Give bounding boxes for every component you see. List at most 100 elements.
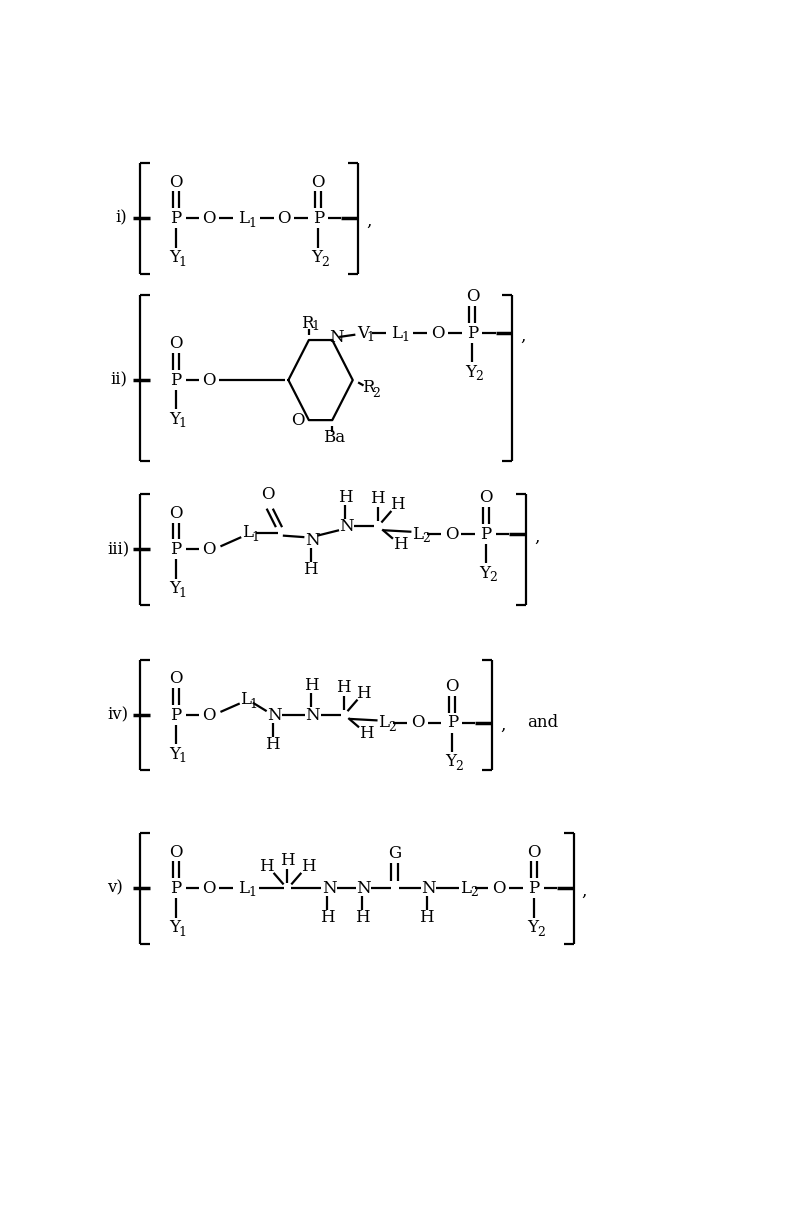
Text: 1: 1 — [401, 331, 409, 344]
Text: N: N — [356, 879, 371, 896]
Text: H: H — [280, 852, 295, 870]
Text: 1: 1 — [178, 417, 186, 430]
Text: H: H — [303, 561, 318, 578]
Text: H: H — [356, 685, 371, 702]
Text: 2: 2 — [455, 761, 463, 773]
Text: O: O — [169, 335, 182, 352]
Text: G: G — [388, 845, 401, 862]
Text: 1: 1 — [311, 320, 319, 334]
Text: 1: 1 — [178, 926, 186, 939]
Text: L: L — [242, 523, 253, 541]
Text: O: O — [202, 372, 216, 389]
Text: O: O — [446, 678, 459, 695]
Text: ,: , — [534, 528, 539, 545]
Text: 1: 1 — [252, 531, 260, 544]
Text: H: H — [320, 909, 335, 926]
Text: L: L — [238, 879, 249, 896]
Text: Y: Y — [445, 753, 456, 770]
Text: H: H — [354, 909, 370, 926]
Text: P: P — [446, 714, 458, 731]
Text: O: O — [202, 210, 216, 227]
Text: O: O — [202, 879, 216, 896]
Text: H: H — [336, 679, 351, 696]
Text: H: H — [266, 736, 280, 753]
Text: L: L — [239, 691, 251, 708]
Text: O: O — [431, 324, 445, 341]
Text: 2: 2 — [475, 371, 483, 384]
Text: H: H — [419, 909, 434, 926]
Text: N: N — [329, 329, 343, 346]
Text: 2: 2 — [489, 571, 497, 585]
Text: H: H — [359, 725, 374, 742]
Text: O: O — [202, 541, 216, 558]
Text: L: L — [378, 714, 389, 731]
Text: L: L — [412, 526, 423, 543]
Text: P: P — [312, 210, 324, 227]
Text: O: O — [169, 844, 182, 861]
Text: iii): iii) — [107, 541, 129, 558]
Text: N: N — [305, 532, 320, 549]
Text: O: O — [261, 486, 274, 503]
Text: O: O — [291, 412, 305, 429]
Text: P: P — [170, 210, 182, 227]
Text: O: O — [465, 289, 479, 306]
Text: O: O — [278, 210, 291, 227]
Text: 1: 1 — [249, 218, 257, 230]
Text: ,: , — [581, 883, 587, 900]
Text: O: O — [492, 879, 506, 896]
Text: P: P — [481, 526, 492, 543]
Text: O: O — [479, 489, 493, 506]
Text: P: P — [467, 324, 478, 341]
Text: 2: 2 — [389, 720, 396, 734]
Text: 2: 2 — [469, 887, 477, 899]
Text: 2: 2 — [321, 256, 329, 269]
Text: v): v) — [107, 879, 123, 896]
Text: P: P — [170, 372, 182, 389]
Text: H: H — [301, 859, 316, 876]
Text: O: O — [202, 707, 216, 724]
Text: H: H — [304, 678, 319, 695]
Text: P: P — [170, 879, 182, 896]
Text: L: L — [392, 324, 402, 341]
Text: Y: Y — [527, 918, 538, 936]
Text: P: P — [170, 541, 182, 558]
Text: 1: 1 — [250, 698, 258, 711]
Text: 1: 1 — [366, 331, 375, 344]
Text: O: O — [445, 526, 458, 543]
Text: Y: Y — [311, 249, 322, 267]
Text: ,: , — [366, 213, 371, 230]
Text: N: N — [339, 517, 354, 534]
Text: O: O — [411, 714, 424, 731]
Text: O: O — [169, 670, 182, 687]
Text: L: L — [238, 210, 249, 227]
Text: 2: 2 — [422, 532, 430, 545]
Text: 1: 1 — [178, 587, 186, 599]
Text: P: P — [528, 879, 539, 896]
Text: Y: Y — [169, 411, 180, 428]
Text: O: O — [312, 174, 325, 191]
Text: ,: , — [520, 328, 526, 345]
Text: 2: 2 — [372, 386, 380, 400]
Text: O: O — [169, 505, 182, 522]
Text: R: R — [362, 379, 374, 396]
Text: 2: 2 — [537, 926, 545, 939]
Text: N: N — [267, 707, 282, 724]
Text: ii): ii) — [110, 372, 128, 389]
Text: Y: Y — [479, 565, 490, 582]
Text: L: L — [460, 879, 471, 896]
Text: H: H — [393, 537, 408, 553]
Text: H: H — [338, 489, 353, 505]
Text: H: H — [390, 497, 405, 514]
Text: 1: 1 — [178, 752, 186, 766]
Text: iv): iv) — [107, 707, 128, 724]
Text: ,: , — [500, 718, 505, 734]
Text: N: N — [305, 707, 320, 724]
Text: O: O — [169, 174, 182, 191]
Text: Ba: Ba — [323, 429, 345, 446]
Text: and: and — [527, 714, 558, 731]
Text: O: O — [527, 844, 541, 861]
Text: Y: Y — [169, 918, 180, 936]
Text: Y: Y — [169, 746, 180, 763]
Text: Y: Y — [169, 580, 180, 597]
Text: Y: Y — [169, 249, 180, 267]
